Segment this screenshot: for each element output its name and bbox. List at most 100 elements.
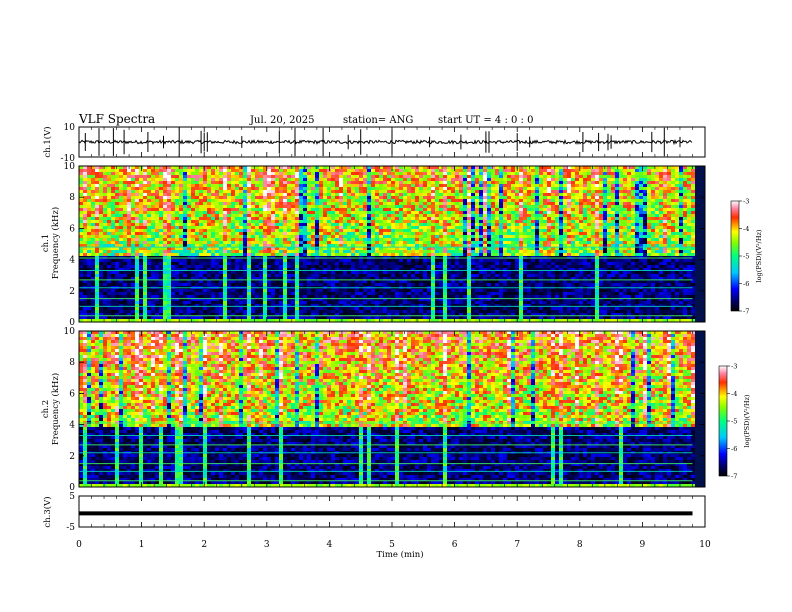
spectrogram-cell <box>215 295 219 298</box>
spectrogram-cell <box>131 226 135 229</box>
spectrogram-cell <box>215 172 219 175</box>
spectrogram-cell <box>131 241 135 244</box>
spectrogram-cell <box>183 289 187 292</box>
spectrogram-cell <box>207 196 211 199</box>
spectrogram-cell <box>375 232 379 235</box>
spectrogram-cell <box>427 292 431 295</box>
spectrogram-cell <box>275 283 279 286</box>
spectrogram-cell <box>111 301 115 304</box>
spectrogram-cell <box>371 220 375 223</box>
spectrogram-cell <box>339 307 343 310</box>
spectrogram-cell <box>167 220 171 223</box>
spectrogram-cell <box>371 298 375 301</box>
spectrogram-cell <box>267 172 271 175</box>
spectrogram-cell <box>139 319 143 322</box>
spectrogram-cell <box>315 295 319 298</box>
spectrogram-cell <box>439 232 443 235</box>
spectrogram-cell <box>371 274 375 277</box>
spectrogram-cell <box>399 229 403 232</box>
spectrogram-cell <box>299 172 303 175</box>
spectrogram-cell <box>159 298 163 301</box>
spectrogram-cell <box>363 310 367 313</box>
spectrogram-cell <box>367 292 371 295</box>
spectrogram-cell <box>423 205 427 208</box>
spectrogram-cell <box>335 202 339 205</box>
spectrogram-cell <box>395 262 399 265</box>
spectrogram-cell <box>419 298 423 301</box>
spectrogram-cell <box>443 214 447 217</box>
spectrogram-cell <box>375 298 379 301</box>
spectrogram-cell <box>227 220 231 223</box>
spectrogram-cell <box>307 205 311 208</box>
spectrogram-cell <box>163 208 167 211</box>
spectrogram-cell <box>435 211 439 214</box>
spectrogram-cell <box>275 232 279 235</box>
spectrogram-cell <box>339 214 343 217</box>
spectrogram-cell <box>271 277 275 280</box>
spectrogram-cell <box>143 268 147 271</box>
spectrogram-cell <box>251 199 255 202</box>
spectrogram-cell <box>335 298 339 301</box>
spectrogram-cell <box>283 307 287 310</box>
spectrogram-cell <box>339 187 343 190</box>
spectrogram-cell <box>411 247 415 250</box>
spectrogram-cell <box>379 181 383 184</box>
spectrogram-cell <box>147 178 151 181</box>
spectrogram-cell <box>183 226 187 229</box>
spectrogram-cell <box>411 292 415 295</box>
spectrogram-cell <box>107 274 111 277</box>
spectrogram-cell <box>135 307 139 310</box>
spectrogram-cell <box>247 169 251 172</box>
spectrogram-cell <box>147 292 151 295</box>
spectrogram-cell <box>347 193 351 196</box>
spectrogram-cell <box>443 310 447 313</box>
spectrogram-cell <box>187 250 191 253</box>
spectrogram-cell <box>91 274 95 277</box>
spectrogram-cell <box>239 295 243 298</box>
spectrogram-cell <box>255 226 259 229</box>
spectrogram-cell <box>371 304 375 307</box>
spectrogram-cell <box>79 214 83 217</box>
spectrogram-cell <box>435 271 439 274</box>
spectrogram-cell <box>151 211 155 214</box>
spectrogram-cell <box>171 169 175 172</box>
spectrogram-cell <box>219 295 223 298</box>
spectrogram-cell <box>187 175 191 178</box>
spectrogram-cell <box>423 292 427 295</box>
spectrogram-cell <box>247 217 251 220</box>
spectrogram-cell <box>95 169 99 172</box>
spectrogram-cell <box>359 199 363 202</box>
spectrogram-cell <box>283 175 287 178</box>
spectrogram-cell <box>423 289 427 292</box>
spectrogram-cell <box>191 280 195 283</box>
spectrogram-cell <box>259 250 263 253</box>
spectrogram-cell <box>299 169 303 172</box>
spectrogram-cell <box>171 277 175 280</box>
spectrogram-cell <box>407 238 411 241</box>
spectrogram-cell <box>111 247 115 250</box>
spectrogram-cell <box>359 196 363 199</box>
spectrogram-cell <box>459 229 463 232</box>
spectrogram-cell <box>251 214 255 217</box>
spectrogram-cell <box>283 241 287 244</box>
spectrogram-cell <box>211 193 215 196</box>
spectrogram-cell <box>323 304 327 307</box>
spectrogram-cell <box>247 313 251 316</box>
spectrogram-cell <box>143 202 147 205</box>
spectrogram-cell <box>267 181 271 184</box>
spectrogram-cell <box>231 271 235 274</box>
spectrogram-cell <box>223 220 227 223</box>
spectrogram-cell <box>183 175 187 178</box>
spectrogram-cell <box>387 301 391 304</box>
spectrogram-cell <box>251 241 255 244</box>
spectrogram-cell <box>323 202 327 205</box>
spectrogram-cell <box>303 190 307 193</box>
spectrogram-cell <box>271 169 275 172</box>
spectrogram-cell <box>363 202 367 205</box>
spectrogram-cell <box>123 187 127 190</box>
spectrogram-cell <box>251 208 255 211</box>
spectrogram-cell <box>263 226 267 229</box>
spectrogram-cell <box>155 202 159 205</box>
spectrogram-cell <box>159 283 163 286</box>
spectrogram-cell <box>455 211 459 214</box>
